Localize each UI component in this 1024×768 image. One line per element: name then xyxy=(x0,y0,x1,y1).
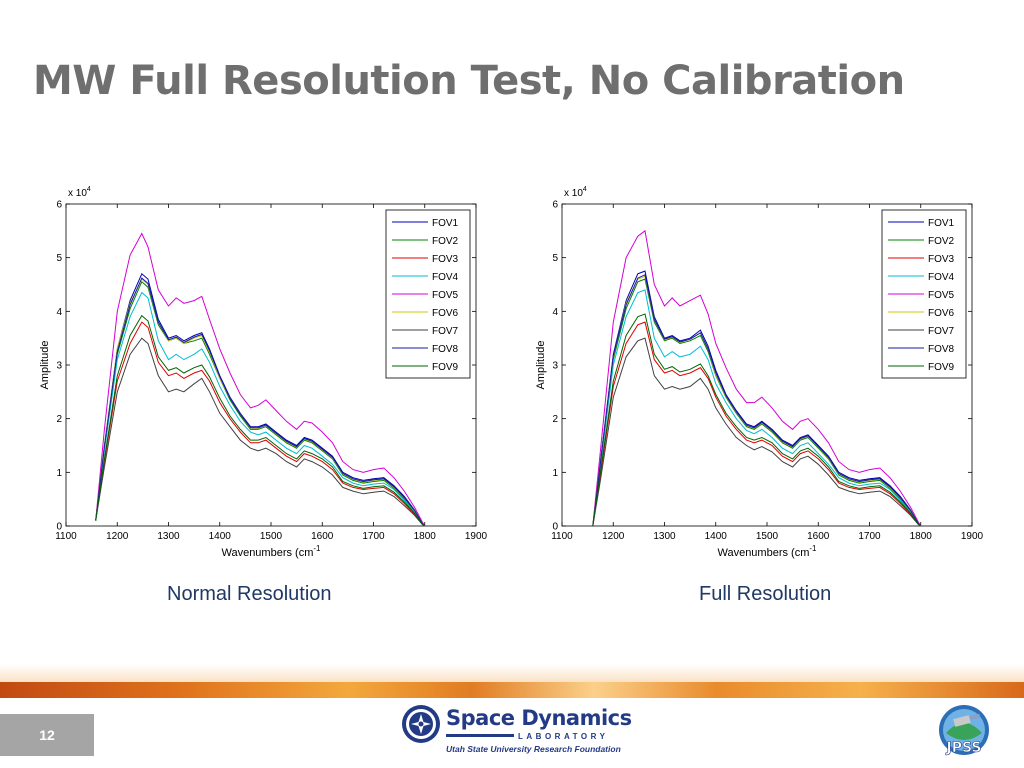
jpss-logo: JPSS xyxy=(939,705,989,756)
full-resolution-chart: 0 1 2 3 4 5 6 1100 1200 1300 1400 1500 1600 1700 1800 1… xyxy=(520,176,1000,570)
legend-label: FOV8 xyxy=(432,344,459,355)
legend-label: FOV7 xyxy=(928,326,955,337)
x-tick-label: 1100 xyxy=(55,531,77,542)
y-tick-label: 1 xyxy=(56,468,62,479)
x-tick-label: 1600 xyxy=(311,531,334,542)
legend-label: FOV4 xyxy=(928,272,955,283)
legend-label: FOV6 xyxy=(432,308,459,319)
y-axis-label: Amplitude xyxy=(39,341,51,390)
legend-label: FOV5 xyxy=(928,290,955,301)
sdl-emblem-icon xyxy=(402,705,440,743)
legend-label: FOV2 xyxy=(432,236,459,247)
caption-normal-resolution: Normal Resolution xyxy=(167,583,332,605)
page-number: 12 xyxy=(39,727,55,743)
normal-resolution-chart: 0 1 2 3 4 5 6 1100 1200 1300 1400 1500 1600 1700 1800 1… xyxy=(24,176,504,570)
x-tick-label: 1300 xyxy=(653,531,676,542)
x-tick-label: 1300 xyxy=(157,531,180,542)
series-line-fov2 xyxy=(592,278,922,527)
y-tick-label: 2 xyxy=(552,414,558,425)
legend-label: FOV3 xyxy=(928,254,955,265)
x-tick-label: 1200 xyxy=(106,531,129,542)
x-tick-label: 1200 xyxy=(602,531,625,542)
series-line-fov4 xyxy=(592,289,922,527)
series-line-fov1 xyxy=(592,270,922,527)
y-tick-label: 3 xyxy=(56,361,62,372)
page-number-box xyxy=(0,714,94,756)
x-tick-label: 1900 xyxy=(465,531,488,542)
y-tick-label: 0 xyxy=(552,522,558,533)
x-tick-label: 1400 xyxy=(209,531,232,542)
slide-title: MW Full Resolution Test, No Calibration xyxy=(33,58,905,104)
y-axis-label: Amplitude xyxy=(535,341,547,390)
legend-label: FOV2 xyxy=(928,236,955,247)
y-tick-label: 5 xyxy=(552,253,558,264)
series-line-fov5 xyxy=(592,229,922,527)
x-tick-label: 1800 xyxy=(414,531,437,542)
legend-label: FOV1 xyxy=(928,218,955,229)
series-line-fov7 xyxy=(95,337,426,527)
series-line-fov9 xyxy=(95,314,426,527)
x-tick-label: 1400 xyxy=(705,531,728,542)
x-tick-label: 1700 xyxy=(362,531,385,542)
y-tick-label: 4 xyxy=(56,307,62,318)
y-tick-label: 3 xyxy=(552,361,558,372)
series-line-fov3 xyxy=(95,321,426,527)
x-tick-label: 1900 xyxy=(961,531,984,542)
y-tick-label: 6 xyxy=(552,200,558,211)
y-tick-label: 4 xyxy=(552,307,558,318)
sdl-laboratory: LABORATORY xyxy=(518,732,609,741)
x-axis-label: Wavenumbers (cm-1 xyxy=(221,544,321,559)
footer-orange-band xyxy=(0,682,1024,698)
series-line-fov2 xyxy=(95,280,426,527)
series-line-fov5 xyxy=(95,232,426,527)
jpss-label: JPSS xyxy=(945,740,981,756)
footer xyxy=(0,698,1024,768)
x-tick-label: 1500 xyxy=(260,531,283,542)
legend-label: FOV6 xyxy=(928,308,955,319)
legend-label: FOV9 xyxy=(928,362,955,373)
series-line-fov1 xyxy=(95,272,426,527)
series-line-fov9 xyxy=(592,313,922,527)
series-line-fov3 xyxy=(592,321,922,527)
series-line-fov7 xyxy=(592,337,922,527)
legend-label: FOV8 xyxy=(928,344,955,355)
sdl-rule xyxy=(446,734,514,737)
legend-label: FOV5 xyxy=(432,290,459,301)
legend-label: FOV1 xyxy=(432,218,459,229)
legend-label: FOV4 xyxy=(432,272,459,283)
y-exponent: x 104 xyxy=(68,186,91,199)
x-axis-label: Wavenumbers (cm-1 xyxy=(717,544,817,559)
legend-label: FOV3 xyxy=(432,254,459,265)
x-tick-label: 1100 xyxy=(551,531,573,542)
y-tick-label: 0 xyxy=(56,522,62,533)
series-line-fov4 xyxy=(95,291,426,527)
y-tick-label: 1 xyxy=(552,468,558,479)
legend-label: FOV7 xyxy=(432,326,459,337)
x-tick-label: 1700 xyxy=(858,531,881,542)
x-tick-label: 1600 xyxy=(807,531,830,542)
series-line-fov8 xyxy=(592,274,922,527)
sdl-name: Space Dynamics xyxy=(446,706,632,730)
y-tick-label: 6 xyxy=(56,200,62,211)
y-tick-label: 5 xyxy=(56,253,62,264)
x-tick-label: 1800 xyxy=(910,531,933,542)
sdl-foundation: Utah State University Research Foundatio… xyxy=(446,744,621,754)
footer-band-fade xyxy=(0,664,1024,682)
series-line-fov8 xyxy=(95,277,426,527)
x-tick-label: 1500 xyxy=(756,531,779,542)
y-tick-label: 2 xyxy=(56,414,62,425)
caption-full-resolution: Full Resolution xyxy=(699,583,832,605)
legend-label: FOV9 xyxy=(432,362,459,373)
y-exponent: x 104 xyxy=(564,186,587,199)
